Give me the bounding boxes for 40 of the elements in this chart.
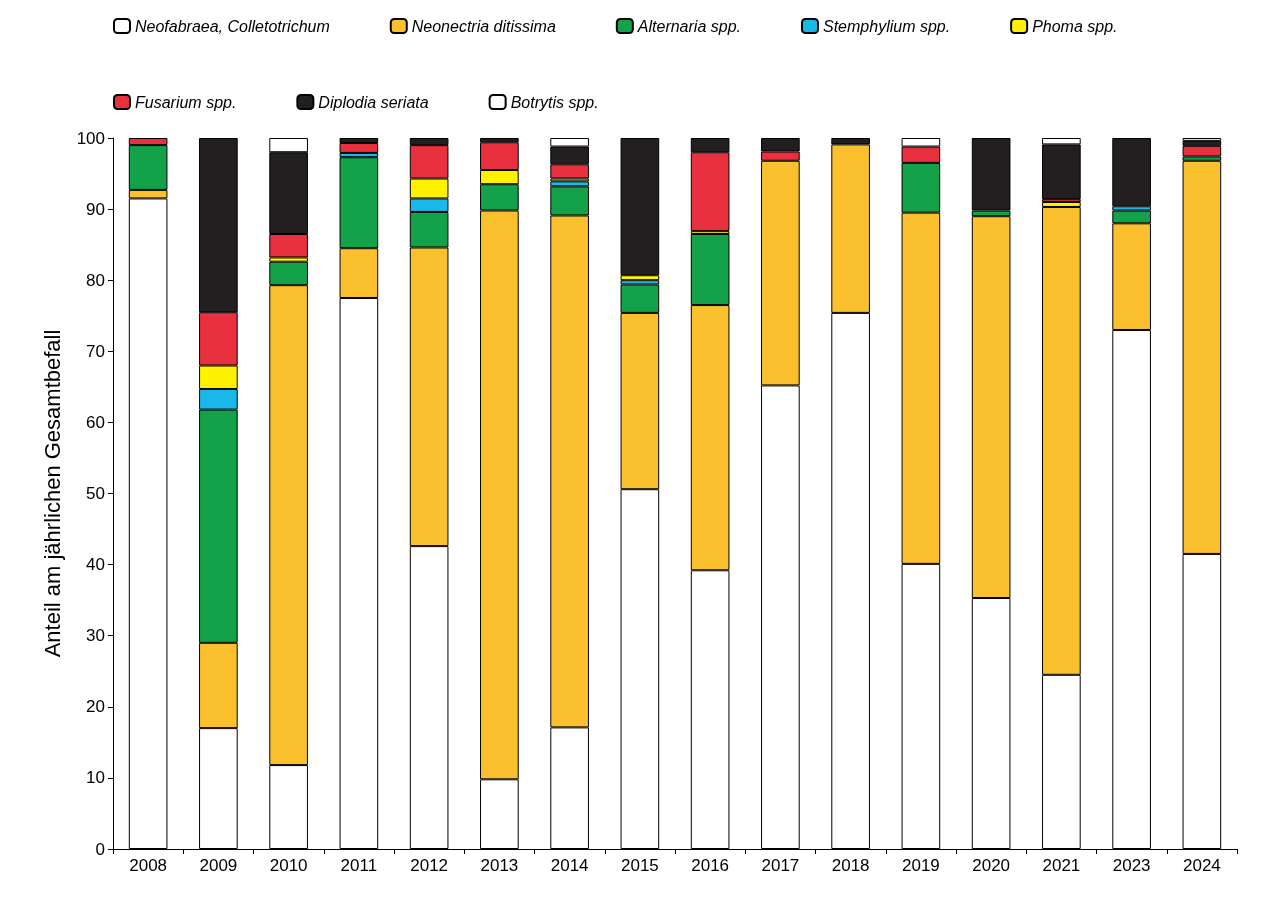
- x-tick-label: 2019: [901, 856, 940, 875]
- y-tick-label: 0: [95, 839, 105, 859]
- x-tick-label: 2016: [691, 856, 730, 875]
- y-tick-label: 20: [86, 697, 105, 717]
- x-tick-label: 2011: [340, 856, 378, 875]
- bar: [1112, 138, 1151, 207]
- y-tick-label: 50: [86, 484, 105, 503]
- y-tick-label: 90: [86, 199, 105, 219]
- x-tick-label: 2015: [620, 856, 659, 875]
- bar: [620, 138, 660, 276]
- y-tick-label: 60: [86, 412, 105, 432]
- x-tick-label: 2014: [550, 856, 589, 875]
- y-axis-title: Anteil am jährlichen Gesamtbefall: [39, 329, 65, 658]
- x-tick-label: 2009: [199, 856, 238, 875]
- y-tick-label: 100: [76, 128, 105, 148]
- x-tick-label: 2017: [761, 856, 800, 875]
- x-tick-label: 2020: [972, 856, 1011, 875]
- bar: [1182, 145, 1222, 157]
- y-tick-label: 40: [86, 555, 105, 575]
- x-tick-label: 2013: [480, 856, 519, 875]
- legend-label: Fusarium spp.: [135, 93, 237, 111]
- legend-label: Botrytis spp.: [510, 93, 599, 111]
- x-tick-label: 2012: [410, 856, 449, 875]
- x-tick-label: 2021: [1042, 856, 1081, 875]
- x-tick-label: 2008: [129, 856, 168, 875]
- x-tick-label: 2018: [831, 856, 870, 875]
- bar: [339, 142, 379, 153]
- x-tick-label: 2010: [269, 856, 308, 875]
- y-tick-label: 70: [86, 341, 105, 361]
- legend-label: Neofabraea, Colletotrichum: [135, 17, 330, 35]
- legend-label: Diplodia seriata: [318, 93, 429, 111]
- y-tick-label: 10: [86, 768, 105, 788]
- legend-label: Phoma spp.: [1032, 17, 1118, 35]
- legend-label: Alternaria spp.: [636, 17, 741, 35]
- legend-label: Stemphylium spp.: [822, 17, 951, 35]
- legend-label: Neonectria ditissima: [411, 17, 556, 35]
- y-tick-label: 30: [86, 626, 105, 646]
- x-tick-label: 2023: [1112, 856, 1151, 875]
- y-tick-label: 80: [86, 270, 105, 290]
- x-tick-label: 2024: [1182, 856, 1221, 875]
